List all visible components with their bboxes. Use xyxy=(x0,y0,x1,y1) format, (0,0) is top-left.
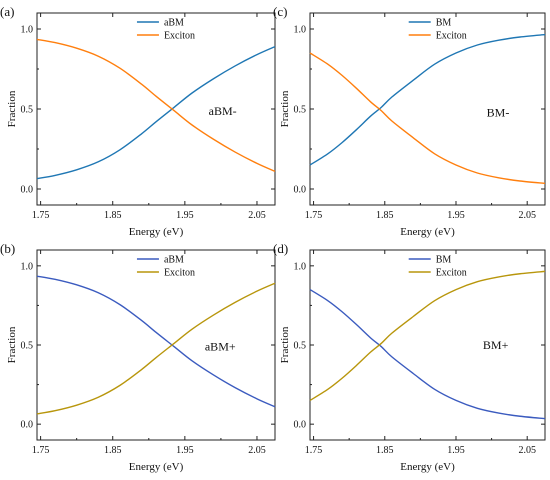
x-tick-label: 2.05 xyxy=(248,210,266,221)
series-line-bm xyxy=(309,33,546,166)
x-axis-label: Energy (eV) xyxy=(400,226,455,238)
x-tick-label: 1.95 xyxy=(176,445,194,456)
panel-c: 1.75 1.85 1.95 2.05 0.0 0.5 1.0 Energy (eV) Frac… xyxy=(273,4,546,238)
legend-label: Exciton xyxy=(436,268,467,279)
x-tick-label: 1.75 xyxy=(305,445,323,456)
x-axis-label: Energy (eV) xyxy=(400,461,455,473)
x-tick-label: 2.05 xyxy=(518,445,536,456)
panel-label: (b) xyxy=(0,241,15,256)
x-tick-label: 2.05 xyxy=(248,445,266,456)
series-line-bm xyxy=(309,288,546,420)
y-tick-label: 0.5 xyxy=(294,341,307,352)
series-line-exciton xyxy=(309,270,546,402)
panel-d: 1.75 1.85 1.95 2.05 0.0 0.5 1.0 Energy (eV) Frac… xyxy=(273,241,546,473)
series-line-exciton xyxy=(309,52,546,185)
legend-label: BM xyxy=(436,18,452,29)
legend-label: Exciton xyxy=(164,268,195,279)
x-tick-label: 1.85 xyxy=(376,445,394,456)
x-tick-label: 1.95 xyxy=(447,445,465,456)
y-axis-label: Fraction xyxy=(279,90,291,127)
plot-frame xyxy=(309,12,546,206)
y-tick-label: 1.0 xyxy=(21,25,34,36)
legend-label: BM xyxy=(436,255,452,266)
x-tick-label: 1.85 xyxy=(104,445,122,456)
y-tick-label: 0.0 xyxy=(294,185,307,196)
panel-a: 1.75 1.85 1.95 2.05 0.0 0.5 1.0 Energy (eV) Frac… xyxy=(0,4,276,238)
plot-frame xyxy=(309,249,546,441)
plot-frame xyxy=(36,12,276,206)
panel-label: (d) xyxy=(273,241,288,256)
y-tick-label: 1.0 xyxy=(294,25,307,36)
y-tick-label: 1.0 xyxy=(294,261,307,272)
x-tick-label: 1.95 xyxy=(176,210,194,221)
series-line-exciton xyxy=(36,282,276,415)
panel-annotation: aBM- xyxy=(209,104,237,118)
x-tick-label: 1.75 xyxy=(32,445,50,456)
x-tick-label: 1.75 xyxy=(305,210,323,221)
y-axis-label: Fraction xyxy=(279,326,291,363)
panel-annotation: BM+ xyxy=(483,338,509,352)
plot-frame xyxy=(36,249,276,441)
panel-b: 1.75 1.85 1.95 2.05 0.0 0.5 1.0 Energy (eV) Frac… xyxy=(0,241,276,473)
series-line-exciton xyxy=(36,38,276,173)
x-tick-label: 1.85 xyxy=(376,210,394,221)
y-tick-label: 0.5 xyxy=(294,105,307,116)
legend-label: aBM xyxy=(164,18,184,29)
x-tick-label: 1.85 xyxy=(104,210,122,221)
x-tick-label: 1.75 xyxy=(32,210,50,221)
legend-label: aBM xyxy=(164,255,184,266)
legend-label: Exciton xyxy=(436,31,467,42)
y-tick-label: 0.0 xyxy=(21,185,34,196)
x-tick-label: 1.95 xyxy=(447,210,465,221)
panel-label: (a) xyxy=(0,4,14,19)
panel-label: (c) xyxy=(273,4,287,19)
y-tick-label: 1.0 xyxy=(21,261,34,272)
panel-annotation: BM- xyxy=(487,106,510,120)
x-tick-label: 2.05 xyxy=(518,210,536,221)
y-tick-label: 0.5 xyxy=(21,105,34,116)
series-line-abm xyxy=(36,275,276,408)
y-axis-label: Fraction xyxy=(6,90,18,127)
panel-annotation: aBM+ xyxy=(205,340,236,354)
series-line-abm xyxy=(36,45,276,180)
y-tick-label: 0.0 xyxy=(294,420,307,431)
legend-label: Exciton xyxy=(164,31,195,42)
x-axis-label: Energy (eV) xyxy=(129,226,184,238)
x-axis-label: Energy (eV) xyxy=(129,461,184,473)
y-tick-label: 0.5 xyxy=(21,341,34,352)
y-tick-label: 0.0 xyxy=(21,420,34,431)
y-axis-label: Fraction xyxy=(6,326,18,363)
